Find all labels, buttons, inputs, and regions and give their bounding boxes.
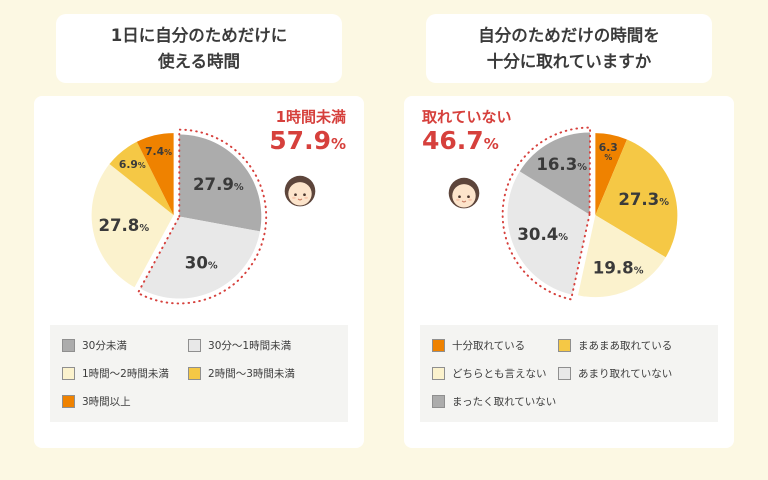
title-line-2: 十分に取れていますか bbox=[486, 51, 652, 71]
pie-slice-0 bbox=[179, 134, 262, 232]
chart-section-enough-time: 自分のためだけの時間を 十分に取れていますか 取れていない 46.7% 6.3 bbox=[404, 14, 734, 449]
chart-title-right: 自分のためだけの時間を 十分に取れていますか bbox=[426, 14, 712, 84]
pie-slice-2 bbox=[91, 164, 174, 288]
legend-swatch bbox=[62, 338, 75, 352]
legend-label: 30分〜1時間未満 bbox=[208, 339, 292, 352]
slice-value-label: 27.9% bbox=[193, 175, 244, 194]
legend-label: まあまあ取れている bbox=[578, 339, 673, 352]
legend-label: 30分未満 bbox=[82, 339, 127, 352]
legend-enough-time: 十分取れている まあまあ取れているどちらとも言えない あまり取れていないまったく取れ… bbox=[420, 324, 718, 422]
legend-item: 30分〜1時間未満 bbox=[188, 338, 336, 353]
highlight-group-outline bbox=[136, 128, 268, 305]
chart-card-left: 1時間未満 57.9% 27.9% 30% 27.8% 6.9% 7.4% 30分未満 3… bbox=[34, 96, 364, 449]
legend-swatch bbox=[432, 366, 445, 380]
pie-slice-2 bbox=[577, 215, 666, 298]
pie-slice-3 bbox=[507, 171, 590, 295]
chart-title-left: 1日に自分のためだけに 使える時間 bbox=[56, 14, 342, 84]
legend-swatch bbox=[62, 394, 75, 408]
title-line-1: 1日に自分のためだけに bbox=[110, 26, 288, 45]
pie-slice-3 bbox=[109, 141, 174, 216]
slice-value-label: 27.8% bbox=[98, 216, 149, 235]
legend-item: どちらとも言えない bbox=[432, 366, 558, 381]
legend-swatch bbox=[558, 338, 572, 352]
legend-item: 3時間以上 bbox=[62, 394, 188, 409]
pie-slice-1 bbox=[595, 139, 678, 258]
legend-swatch bbox=[432, 338, 445, 352]
pie-slice-1 bbox=[140, 216, 260, 299]
highlight-label: 取れていない bbox=[422, 108, 512, 127]
slice-value-label: 30% bbox=[185, 253, 218, 272]
title-line-1: 自分のためだけの時間を bbox=[478, 26, 660, 45]
highlight-value: 46.7% bbox=[422, 126, 499, 156]
legend-item: まったく取れていない bbox=[432, 394, 558, 409]
legend-item: 1時間〜2時間未満 bbox=[62, 366, 188, 381]
pie-chart-enough-time: 6.3 % 27.3% 19.8% 30.4% 16.3% bbox=[501, 126, 678, 301]
pie-slice-0 bbox=[595, 133, 627, 216]
woman-face-icon bbox=[446, 176, 482, 212]
legend-label: 3時間以上 bbox=[82, 395, 131, 408]
highlight-annotation-left-chart: 1時間未満 57.9% bbox=[269, 106, 346, 156]
legend-item: 30分未満 bbox=[62, 338, 188, 353]
legend-item: あまり取れていない bbox=[558, 366, 706, 381]
legend-label: まったく取れていない bbox=[452, 395, 557, 408]
woman-face-icon bbox=[282, 174, 318, 210]
legend-label: 十分取れている bbox=[452, 339, 526, 352]
legend-item: 2時間〜3時間未満 bbox=[188, 366, 336, 381]
title-line-2: 使える時間 bbox=[157, 51, 240, 71]
chart-card-right: 取れていない 46.7% 6.3% 27.3% 19.8% 30.4% 16.3% 十分… bbox=[404, 96, 734, 449]
legend-swatch bbox=[432, 394, 445, 408]
legend-swatch bbox=[62, 366, 75, 380]
legend-swatch bbox=[558, 366, 572, 380]
legend-swatch bbox=[188, 366, 202, 380]
chart-section-time-available: 1日に自分のためだけに 使える時間 1時間未満 57.9% 27.9% 30% 2 bbox=[34, 14, 364, 449]
slice-value-label: 6.9% bbox=[119, 158, 146, 171]
legend-label: 2時間〜3時間未満 bbox=[208, 367, 295, 380]
legend-label: どちらとも言えない bbox=[452, 367, 547, 380]
highlight-value: 57.9% bbox=[269, 126, 346, 156]
infographic: 1日に自分のためだけに 使える時間 1時間未満 57.9% 27.9% 30% 2 bbox=[34, 14, 734, 449]
highlight-annotation-right-chart: 取れていない 46.7% bbox=[422, 106, 512, 156]
slice-value-label: 30.4% bbox=[517, 225, 568, 244]
legend-swatch bbox=[188, 338, 202, 352]
legend-item: 十分取れている bbox=[432, 338, 558, 353]
pie-slice-4 bbox=[519, 132, 591, 215]
highlight-group-outline bbox=[501, 126, 592, 301]
slice-value-label: 16.3% bbox=[536, 155, 587, 174]
slice-value-label: 27.3% bbox=[618, 190, 669, 209]
highlight-label: 1時間未満 bbox=[275, 108, 346, 127]
legend-time-available: 30分未満 30分〜1時間未満 1時間〜2時間未満 2時間〜3時間未満 3時間以上 bbox=[50, 324, 348, 422]
pie-chart-time-available: 27.9% 30% 27.8% 6.9%7.4% bbox=[91, 128, 268, 305]
legend-label: 1時間〜2時間未満 bbox=[82, 367, 169, 380]
legend-item: まあまあ取れている bbox=[558, 338, 706, 353]
slice-value-label: 7.4% bbox=[145, 145, 172, 158]
pie-slice-4 bbox=[136, 133, 174, 216]
slice-value-label: 19.8% bbox=[593, 259, 644, 278]
legend-label: あまり取れていない bbox=[578, 367, 673, 380]
slice-value-label: 6.3% bbox=[599, 141, 618, 162]
